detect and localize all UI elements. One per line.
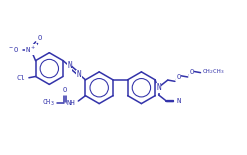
Text: O: O xyxy=(176,74,181,80)
Text: $^-$O: $^-$O xyxy=(7,45,19,54)
Text: CH$_2$CH$_3$: CH$_2$CH$_3$ xyxy=(202,67,225,76)
Text: $\mathregular{N}^+$: $\mathregular{N}^+$ xyxy=(25,44,37,55)
Text: N: N xyxy=(67,62,72,71)
Text: CH$_3$: CH$_3$ xyxy=(42,98,55,108)
Text: O: O xyxy=(38,35,42,41)
Text: N: N xyxy=(156,83,161,92)
Text: Cl: Cl xyxy=(17,75,25,81)
Text: N: N xyxy=(77,70,82,79)
Text: O: O xyxy=(189,69,194,75)
Text: N: N xyxy=(177,97,181,104)
Text: NH: NH xyxy=(67,100,76,106)
Text: O: O xyxy=(63,87,67,93)
